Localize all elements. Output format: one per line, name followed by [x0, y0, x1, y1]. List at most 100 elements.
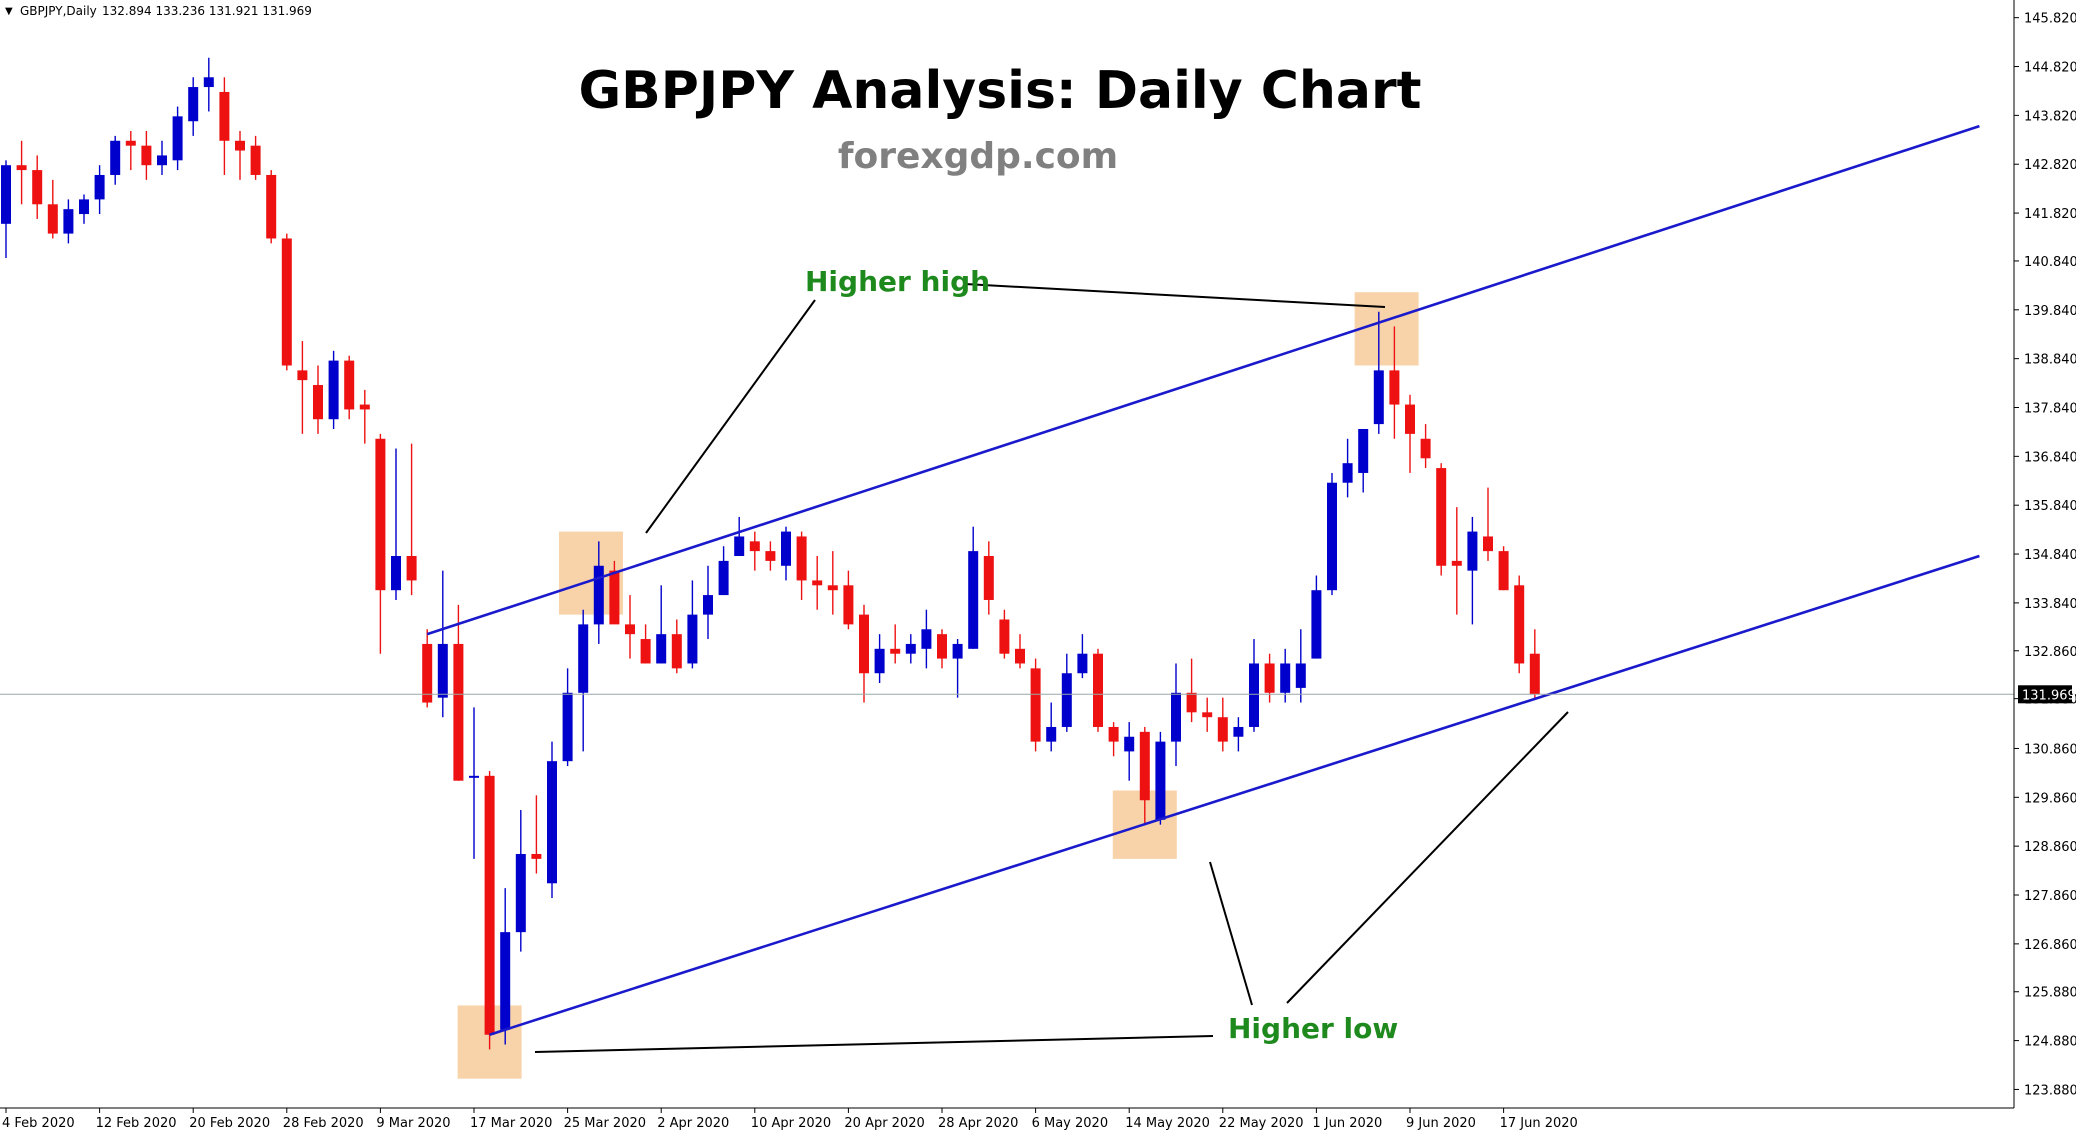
candle-body — [32, 170, 43, 205]
candle-body — [1015, 648, 1025, 664]
candle — [375, 433, 386, 654]
higher-high-pointer — [645, 299, 816, 534]
candle-body — [952, 643, 963, 659]
candle-body — [578, 624, 589, 693]
candle — [1061, 653, 1072, 732]
candle — [266, 170, 277, 244]
candle-body — [235, 140, 245, 151]
candle-body — [344, 360, 355, 410]
candle-body — [375, 438, 386, 591]
candle-body — [469, 775, 479, 778]
higher-low-pointer — [1209, 861, 1253, 1006]
candle-body — [781, 531, 791, 566]
price-tick-label: 130.860 — [2024, 742, 2076, 757]
candle-body — [796, 536, 807, 581]
candle — [94, 165, 105, 215]
candle — [1342, 438, 1353, 498]
candle — [1046, 702, 1057, 752]
date-tick-label: 1 Jun 2020 — [1312, 1116, 1382, 1131]
price-tick-label: 144.820 — [2024, 61, 2076, 76]
candle — [1358, 428, 1369, 493]
chart-title: GBPJPY Analysis: Daily Chart — [578, 61, 1421, 121]
candle — [547, 741, 557, 898]
candle-body — [640, 639, 651, 664]
candle — [1295, 629, 1306, 703]
candle — [983, 541, 994, 615]
candle — [1420, 424, 1431, 469]
price-tick-label: 143.820 — [2024, 109, 2076, 124]
candle — [1467, 516, 1478, 625]
price-tick-label: 125.880 — [2024, 986, 2076, 1001]
price-tick-label: 139.840 — [2024, 304, 2076, 319]
candle-body — [313, 385, 323, 420]
candle — [1030, 658, 1041, 752]
candle — [843, 570, 854, 630]
candle — [188, 77, 199, 136]
price-tick-label: 128.860 — [2024, 840, 2076, 855]
candle — [1249, 639, 1259, 732]
candle-body — [1436, 468, 1447, 566]
candle-body — [1108, 726, 1119, 742]
date-tick-label: 17 Jun 2020 — [1500, 1116, 1578, 1131]
candle-body — [391, 556, 401, 591]
candle-body — [999, 619, 1010, 654]
candle-body — [874, 648, 885, 674]
candle-body — [890, 648, 901, 654]
date-tick-label: 20 Apr 2020 — [844, 1116, 924, 1131]
candle — [63, 199, 74, 244]
higher-low-pointer — [1286, 711, 1569, 1004]
candle — [141, 131, 152, 180]
candle-body — [1358, 428, 1369, 473]
symbol-arrow-icon: ▼ — [5, 6, 13, 17]
candle — [391, 448, 401, 600]
candle — [235, 131, 245, 180]
candle-body — [937, 634, 947, 659]
candle-body — [219, 91, 230, 141]
price-tick-label: 136.840 — [2024, 450, 2076, 465]
candle-body — [1483, 536, 1493, 552]
candle-body — [921, 629, 932, 649]
candle-body — [1529, 653, 1540, 695]
candle-body — [734, 536, 745, 556]
candle — [1108, 722, 1119, 757]
candle — [500, 888, 511, 1045]
candle — [531, 795, 542, 874]
candle — [718, 546, 729, 596]
date-tick-label: 20 Feb 2020 — [189, 1116, 270, 1131]
ohlc-values: 132.894 133.236 131.921 131.969 — [102, 4, 312, 18]
candle-body — [859, 614, 869, 674]
candle — [578, 609, 589, 752]
higher-high-label: Higher high — [805, 265, 990, 298]
candle — [157, 140, 167, 175]
candle-body — [1264, 663, 1275, 693]
candle-body — [1030, 668, 1041, 742]
candle — [827, 551, 838, 615]
candle — [1483, 487, 1493, 561]
candle-body — [1249, 663, 1259, 727]
price-tick-label: 140.840 — [2024, 255, 2076, 270]
date-tick-label: 2 Apr 2020 — [657, 1116, 729, 1131]
candle — [1327, 472, 1337, 596]
candle-body — [593, 565, 604, 625]
candle-body — [718, 560, 729, 596]
candle — [1311, 575, 1322, 659]
candle — [1373, 311, 1384, 434]
candle — [47, 179, 58, 239]
price-tick-label: 132.860 — [2024, 645, 2076, 660]
candle — [765, 541, 776, 571]
candle — [609, 560, 620, 625]
candle-body — [1420, 438, 1431, 459]
candle-body — [765, 551, 776, 561]
candle — [1389, 326, 1400, 439]
candle — [1233, 717, 1244, 752]
candle-body — [671, 634, 682, 669]
candle — [859, 604, 869, 703]
candle-body — [1186, 692, 1197, 713]
candle-body — [1405, 404, 1415, 434]
candle — [469, 707, 479, 859]
candle-body — [1451, 560, 1462, 566]
candle-body — [63, 209, 74, 234]
candle-body — [1093, 653, 1103, 727]
candle-body — [422, 643, 433, 703]
candle — [703, 565, 713, 640]
